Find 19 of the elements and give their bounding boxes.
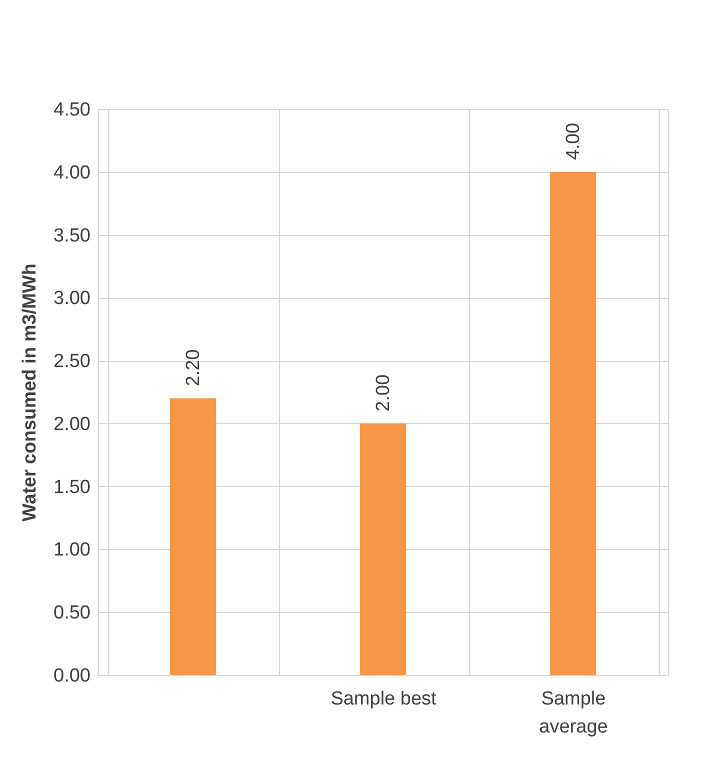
y-tick-label: 1.00	[54, 540, 90, 561]
y-tick-label: 3.00	[54, 288, 90, 310]
y-axis-title: Water consumed in m3/MWh	[20, 264, 41, 522]
data-label: 2.00	[373, 374, 394, 412]
y-tick-label: 0.00	[54, 666, 90, 686]
x-tick-label: Sample best	[330, 688, 438, 710]
data-label: 4.00	[563, 122, 584, 160]
x-tick-label: Sample average	[539, 688, 608, 738]
bar	[170, 398, 216, 675]
y-tick-label: 1.50	[54, 476, 90, 498]
bar	[360, 423, 406, 675]
y-tick-label: 2.50	[54, 351, 90, 372]
y-tick-label: 4.50	[54, 100, 90, 120]
y-tick-label: 4.00	[54, 162, 90, 184]
data-label: 2.20	[183, 349, 204, 386]
y-tick-label: 2.00	[54, 414, 90, 435]
y-tick-label: 0.50	[54, 602, 90, 624]
y-tick-label: 3.50	[54, 225, 90, 246]
bar	[550, 172, 596, 675]
